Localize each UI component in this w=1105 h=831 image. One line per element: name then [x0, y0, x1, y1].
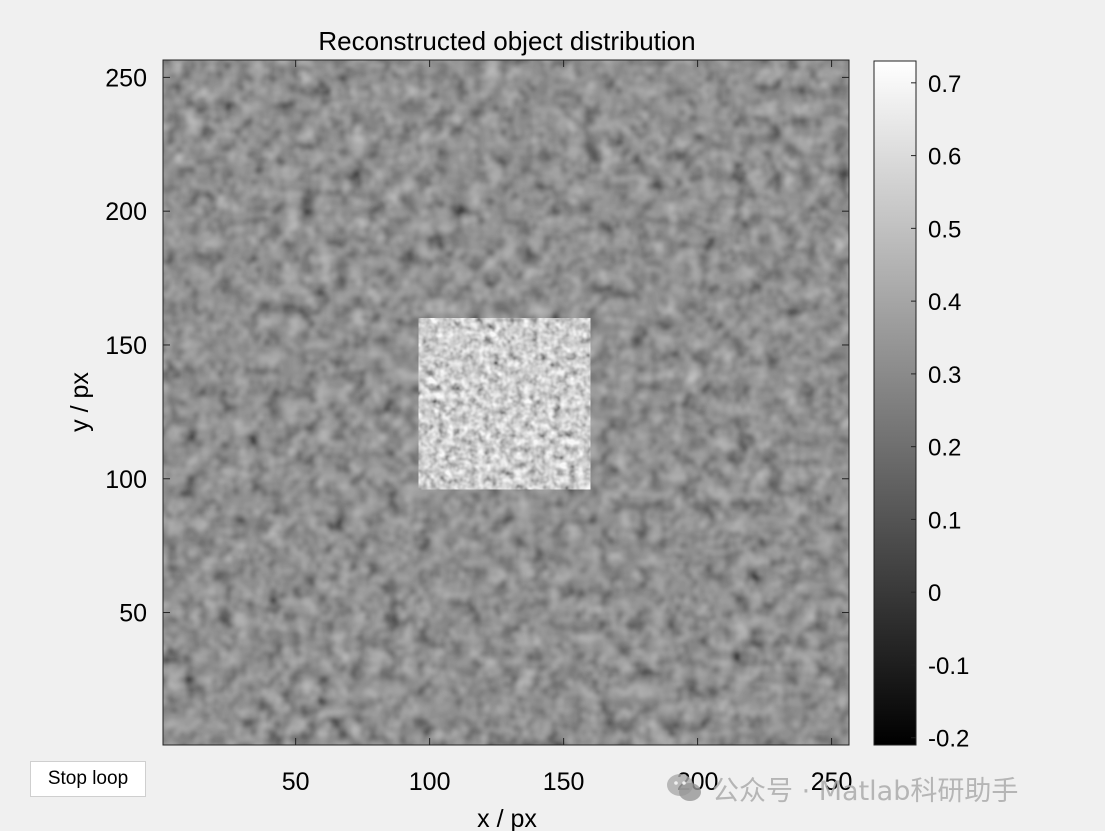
object-square: [418, 318, 591, 490]
colorbar-tick-label: 0.1: [928, 507, 961, 534]
y-tick-label: 250: [105, 64, 147, 92]
colorbar-ticks: 0.7 0.6 0.5 0.4 0.3 0.2 0.1 0 -0.1 -0.2: [911, 71, 969, 753]
colorbar-tick-label: -0.1: [928, 653, 969, 680]
plot-title: Reconstructed object distribution: [318, 26, 695, 56]
wechat-icon: [667, 774, 701, 801]
x-tick-label: 50: [282, 768, 310, 796]
x-tick-label: 250: [811, 768, 853, 796]
colorbar-tick-label: 0.4: [928, 289, 961, 316]
colorbar-tick-label: -0.2: [928, 726, 969, 753]
y-tick-label: 150: [105, 332, 147, 360]
x-tick-label: 150: [543, 768, 585, 796]
image-axes: 50 100 150 200 250 50 100 150 200 250: [105, 59, 853, 796]
x-axis-label: x / px: [477, 805, 537, 831]
y-tick-label: 100: [105, 466, 147, 494]
watermark: 公众号 · Matlab科研助手: [666, 768, 1018, 808]
colorbar-tick-label: 0.5: [928, 216, 961, 243]
y-tick-label: 200: [105, 198, 147, 226]
colorbar-tick-label: 0.3: [928, 362, 961, 389]
colorbar-tick-label: 0.7: [928, 71, 961, 98]
colorbar: 0.7 0.6 0.5 0.4 0.3 0.2 0.1 0 -0.1 -0.2: [873, 60, 969, 753]
y-tick-label: 50: [119, 600, 147, 628]
x-tick-label: 100: [409, 768, 451, 796]
watermark-text: 公众号 · Matlab科研助手: [712, 775, 1019, 807]
y-axis-label: y / px: [66, 372, 94, 432]
colorbar-tick-label: 0: [928, 580, 941, 607]
y-axis-ticks: 50 100 150 200 250: [105, 64, 849, 628]
colorbar-tick-label: 0.6: [928, 144, 961, 171]
stop-loop-button[interactable]: Stop loop: [30, 761, 146, 797]
colorbar-tick-label: 0.2: [928, 435, 961, 462]
